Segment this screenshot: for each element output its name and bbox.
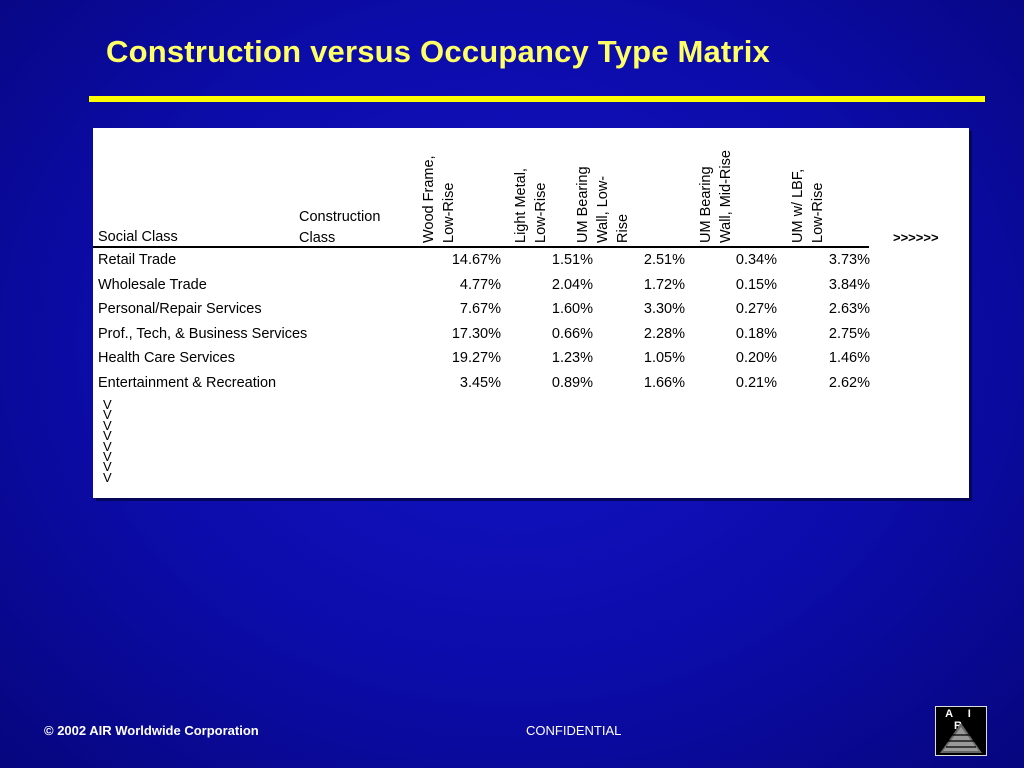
logo-pyramid-icon [940, 723, 982, 753]
table-cell: 7.67% [459, 301, 501, 318]
table-cell: 2.28% [643, 325, 685, 342]
table-cell: 0.20% [735, 350, 777, 367]
table-cell: 3.45% [459, 375, 501, 391]
more-columns-indicator: >>>>>> [893, 230, 939, 245]
table-cell: 1.23% [551, 350, 593, 367]
table-row: Prof., Tech, & Business Services 17.30% 0.… [93, 326, 883, 350]
table-cell: 1.60% [551, 301, 593, 318]
table-cell: 14.67% [451, 252, 501, 268]
table-cell: 2.63% [828, 301, 870, 318]
table-cell: 0.66% [551, 325, 593, 342]
table-cell: 1.46% [828, 350, 870, 367]
table-row: Personal/Repair Services 7.67% 1.60% 3.30% 0… [93, 301, 883, 325]
slide-title: Construction versus Occupancy Type Matri… [106, 34, 770, 69]
table-row: Entertainment & Recreation 3.45% 0.89% 1.66… [93, 375, 883, 399]
confidential-label: CONFIDENTIAL [526, 723, 622, 738]
row-label: Prof., Tech, & Business Services [98, 325, 308, 342]
more-rows-indicator: V V V V V V V V [103, 397, 112, 485]
table-row: Retail Trade 14.67% 1.51% 2.51% 0.34% 3.73% [93, 252, 883, 276]
table-row: Health Care Services 19.27% 1.23% 1.05% 0.20… [93, 350, 883, 374]
table-cell: 3.30% [643, 301, 685, 318]
table-cell: 1.51% [551, 252, 593, 268]
table-cell: 19.27% [451, 350, 501, 367]
row-label: Personal/Repair Services [98, 301, 262, 318]
air-logo: A I R [935, 706, 987, 756]
title-underline [89, 96, 985, 102]
table-cell: 2.51% [643, 252, 685, 268]
row-label: Retail Trade [98, 252, 177, 268]
table-cell: 3.73% [828, 252, 870, 268]
table-cell: 4.77% [459, 276, 501, 293]
table-cell: 2.04% [551, 276, 593, 293]
construction-class-header: Construction Class [299, 209, 381, 246]
table-cell: 0.89% [551, 375, 593, 391]
table-cell: 3.84% [828, 276, 870, 293]
table-cell: 0.15% [735, 276, 777, 293]
table-cell: 1.72% [643, 276, 685, 293]
social-class-header: Social Class [98, 229, 178, 245]
logo-text: A I R [945, 708, 977, 732]
table-row: Wholesale Trade 4.77% 2.04% 1.72% 0.15% 3.84% [93, 277, 883, 301]
table-cell: 2.75% [828, 325, 870, 342]
header-divider [93, 246, 869, 248]
table-cell: 17.30% [451, 325, 501, 342]
row-label: Wholesale Trade [98, 276, 207, 293]
table-cell: 2.62% [828, 375, 870, 391]
table-cell: 1.66% [643, 375, 685, 391]
table-cell: 0.34% [735, 252, 777, 268]
table-cell: 0.21% [735, 375, 777, 391]
table-cell: 1.05% [643, 350, 685, 367]
matrix-table: Social Class Construction Class Wood Fra… [93, 128, 969, 498]
row-label: Health Care Services [98, 350, 235, 367]
copyright-text: © 2002 AIR Worldwide Corporation [44, 723, 259, 738]
table-cell: 0.18% [735, 325, 777, 342]
row-label: Entertainment & Recreation [98, 375, 277, 391]
table-cell: 0.27% [735, 301, 777, 318]
